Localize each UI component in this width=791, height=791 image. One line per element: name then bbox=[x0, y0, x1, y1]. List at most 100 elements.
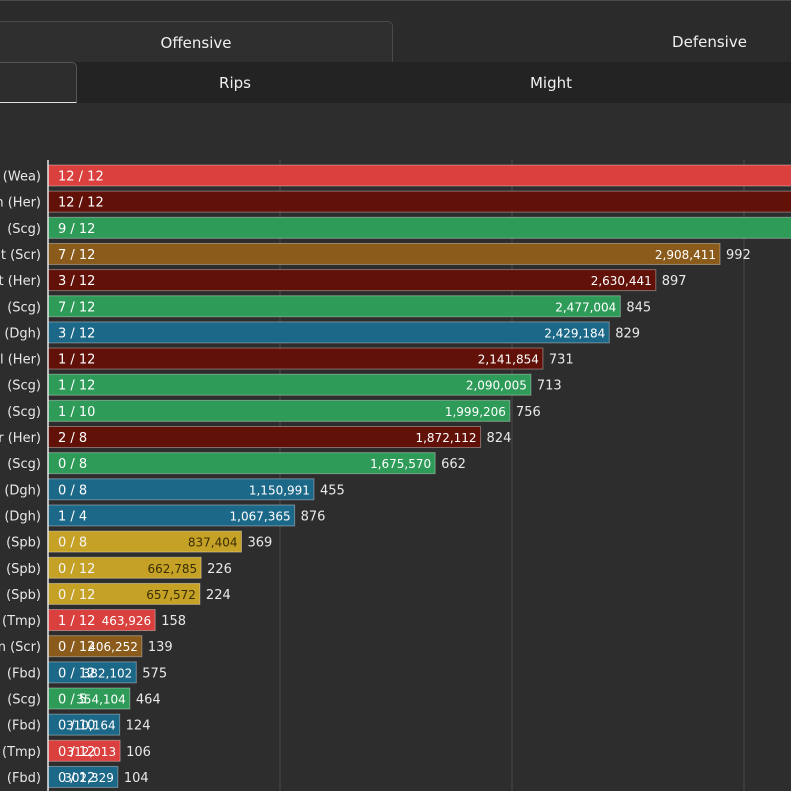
bar-value-label: 2,429,184 bbox=[544, 326, 605, 340]
bar-secondary-value: 106 bbox=[126, 745, 151, 760]
bar-ratio-label: 7 / 12 bbox=[58, 300, 95, 315]
bar[interactable] bbox=[47, 190, 791, 213]
bar-ratio-label: 0 / 12 bbox=[58, 745, 95, 760]
bar-secondary-value: 713 bbox=[537, 379, 562, 394]
bar[interactable] bbox=[47, 216, 791, 239]
bar-ratio-label: 0 / 5 bbox=[58, 693, 87, 708]
bar-ratio-label: 12 / 12 bbox=[58, 196, 104, 211]
bar-secondary-value: 139 bbox=[148, 640, 173, 655]
tab-rips-label: Rips bbox=[219, 73, 251, 92]
category-label: n (Her) bbox=[0, 196, 41, 211]
bar-ratio-label: 0 / 12 bbox=[58, 588, 95, 603]
category-label: (Scg) bbox=[7, 457, 41, 472]
category-label: (Spb) bbox=[6, 588, 41, 603]
bar-value-label: 310,164 bbox=[66, 719, 116, 733]
category-label: (Spb) bbox=[6, 562, 41, 577]
bar-value-label: 312,013 bbox=[66, 745, 116, 759]
bar-secondary-value: 897 bbox=[662, 274, 687, 289]
bar-ratio-label: 7 / 12 bbox=[58, 248, 95, 263]
tab-defensive-label: Defensive bbox=[672, 33, 747, 51]
bar-secondary-value: 876 bbox=[301, 509, 326, 524]
tab-offensive[interactable]: Offensive bbox=[0, 21, 393, 63]
bar[interactable] bbox=[47, 164, 791, 187]
bar-value-label: 406,252 bbox=[88, 640, 138, 654]
bar-ratio-label: 1 / 12 bbox=[58, 379, 95, 394]
bar-value-label: 2,477,004 bbox=[555, 300, 616, 314]
bar[interactable] bbox=[47, 399, 511, 422]
tab-secondary-current[interactable] bbox=[0, 62, 77, 103]
bar-secondary-value: 226 bbox=[207, 562, 232, 577]
bar-value-label: 1,999,206 bbox=[445, 405, 506, 419]
bar-value-label: 302,329 bbox=[64, 771, 114, 785]
bar-value-label: 1,150,991 bbox=[249, 483, 310, 497]
bar-value-label: 463,926 bbox=[102, 614, 152, 628]
bar[interactable] bbox=[47, 321, 610, 344]
category-label: (Scg) bbox=[7, 379, 41, 394]
bar-ratio-label: 2 / 8 bbox=[58, 431, 87, 446]
category-label: r (Her) bbox=[0, 431, 41, 446]
bar-ratio-label: 0 / 12 bbox=[58, 771, 95, 786]
bar-value-label: 1,067,365 bbox=[230, 509, 291, 523]
bar-ratio-label: 0 / 8 bbox=[58, 536, 87, 551]
bar-secondary-value: 158 bbox=[161, 614, 186, 629]
bar-value-label: 837,404 bbox=[188, 536, 238, 550]
category-label: l (Her) bbox=[0, 353, 41, 368]
bar-value-label: 1,675,570 bbox=[370, 457, 431, 471]
tab-might[interactable]: Might bbox=[400, 62, 702, 103]
tab-rips[interactable]: Rips bbox=[120, 62, 350, 103]
bar-secondary-value: 369 bbox=[247, 536, 272, 551]
category-label: (Scg) bbox=[7, 222, 41, 237]
bar-ratio-label: 1 / 10 bbox=[58, 405, 95, 420]
category-label: (Scg) bbox=[7, 300, 41, 315]
bar-secondary-value: 224 bbox=[206, 588, 231, 603]
category-label: (Dgh) bbox=[4, 326, 41, 341]
category-label: (Fbd) bbox=[7, 666, 41, 681]
bar-ratio-label: 1 / 12 bbox=[58, 614, 95, 629]
bar-value-label: 1,872,112 bbox=[415, 431, 476, 445]
bar-secondary-value: 455 bbox=[320, 483, 345, 498]
category-label: (Fbd) bbox=[7, 771, 41, 786]
bar[interactable] bbox=[47, 347, 544, 370]
bar-ratio-label: 0 / 8 bbox=[58, 483, 87, 498]
category-label: (Tmp) bbox=[2, 745, 41, 760]
bar-value-label: 657,572 bbox=[146, 588, 196, 602]
category-label: t (Her) bbox=[0, 274, 41, 289]
bar-ratio-label: 0 / 12 bbox=[58, 640, 95, 655]
secondary-tab-bar: Rips Might bbox=[0, 62, 791, 103]
bar-secondary-value: 824 bbox=[487, 431, 512, 446]
bar-value-label: 382,102 bbox=[83, 666, 133, 680]
category-label: t (Scr) bbox=[1, 248, 41, 263]
bar-value-label: 2,090,005 bbox=[466, 379, 527, 393]
bar-secondary-value: 124 bbox=[126, 719, 151, 734]
category-label: (Tmp) bbox=[2, 614, 41, 629]
bar-secondary-value: 992 bbox=[726, 248, 751, 263]
bar-secondary-value: 731 bbox=[549, 353, 574, 368]
bar-secondary-value: 662 bbox=[441, 457, 466, 472]
bar[interactable] bbox=[47, 269, 657, 292]
tab-might-label: Might bbox=[529, 73, 573, 92]
category-label: n (Scr) bbox=[0, 640, 41, 655]
bar-ratio-label: 1 / 4 bbox=[58, 509, 87, 524]
category-label: (Dgh) bbox=[4, 509, 41, 524]
bar-secondary-value: 845 bbox=[626, 300, 651, 315]
category-label: (Fbd) bbox=[7, 719, 41, 734]
bar-ratio-label: 1 / 12 bbox=[58, 353, 95, 368]
category-label: (Scg) bbox=[7, 693, 41, 708]
bar-secondary-value: 104 bbox=[124, 771, 149, 786]
bar-ratio-label: 0 / 8 bbox=[58, 457, 87, 472]
category-label: (Scg) bbox=[7, 405, 41, 420]
bar-ratio-label: 9 / 12 bbox=[58, 222, 95, 237]
bar-ratio-label: 3 / 12 bbox=[58, 274, 95, 289]
bar[interactable] bbox=[47, 242, 721, 265]
bar-secondary-value: 829 bbox=[615, 326, 640, 341]
tab-defensive[interactable]: Defensive bbox=[628, 21, 791, 63]
tab-offensive-label: Offensive bbox=[160, 33, 232, 52]
bar-ratio-label: 0 / 12 bbox=[58, 562, 95, 577]
bar-secondary-value: 575 bbox=[142, 666, 167, 681]
category-label: ) (Wea) bbox=[0, 170, 41, 185]
bar[interactable] bbox=[47, 295, 621, 318]
bar-secondary-value: 464 bbox=[136, 693, 161, 708]
bar-secondary-value: 756 bbox=[516, 405, 541, 420]
bar[interactable] bbox=[47, 373, 532, 396]
